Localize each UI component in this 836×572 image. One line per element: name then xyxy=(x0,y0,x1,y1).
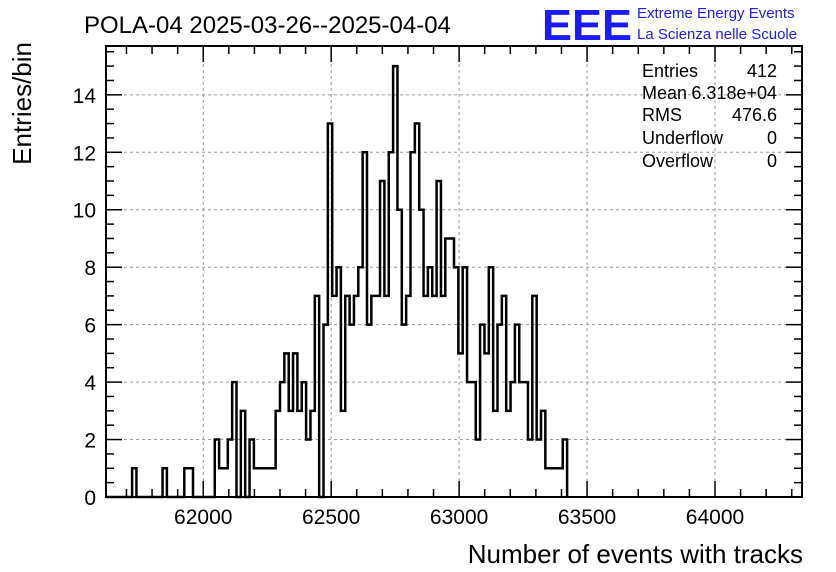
y-tick-label: 12 xyxy=(73,142,96,165)
stat-label-entries: Entries xyxy=(642,61,698,81)
x-tick-label: 62500 xyxy=(302,506,360,529)
x-tick-label: 64000 xyxy=(686,506,744,529)
plot-frame xyxy=(105,45,803,498)
y-tick-label: 10 xyxy=(73,200,96,223)
eee-logo: EEE Extreme Energy Events La Scienza nel… xyxy=(542,1,797,50)
y-tick-label: 0 xyxy=(84,487,96,510)
x-axis-label: Number of events with tracks xyxy=(468,539,803,569)
axis-ticks xyxy=(106,46,802,498)
y-tick-label: 14 xyxy=(73,85,97,108)
y-axis-label: Entries/bin xyxy=(7,42,37,165)
y-tick-label: 2 xyxy=(84,430,96,453)
y-tick-label: 4 xyxy=(84,372,96,395)
tick-labels: 62000 62500 63000 63500 64000 0 2 4 6 8 10 12 14 xyxy=(73,85,745,529)
stat-value-entries: 412 xyxy=(747,61,777,81)
stat-label-underflow: Underflow xyxy=(642,128,724,148)
stat-value-overflow: 0 xyxy=(767,151,777,171)
chart-title: POLA-04 2025-03-26--2025-04-04 xyxy=(84,12,451,39)
x-tick-label: 63500 xyxy=(558,506,616,529)
stats-box: Entries 412 Mean 6.318e+04 RMS 476.6 Und… xyxy=(642,61,777,171)
logo-line1: Extreme Energy Events xyxy=(637,5,795,22)
x-tick-label: 62000 xyxy=(174,506,232,529)
y-tick-label: 6 xyxy=(84,315,96,338)
stat-value-mean: 6.318e+04 xyxy=(691,83,777,103)
stat-label-rms: RMS xyxy=(642,105,682,125)
logo-line2: La Scienza nelle Scuole xyxy=(637,26,797,43)
logo-mark: EEE xyxy=(542,1,632,50)
stat-label-mean: Mean xyxy=(642,83,687,103)
x-tick-label: 63000 xyxy=(430,506,488,529)
stat-value-rms: 476.6 xyxy=(732,105,777,125)
y-tick-label: 8 xyxy=(84,257,96,280)
stat-value-underflow: 0 xyxy=(767,128,777,148)
stat-label-overflow: Overflow xyxy=(642,151,714,171)
